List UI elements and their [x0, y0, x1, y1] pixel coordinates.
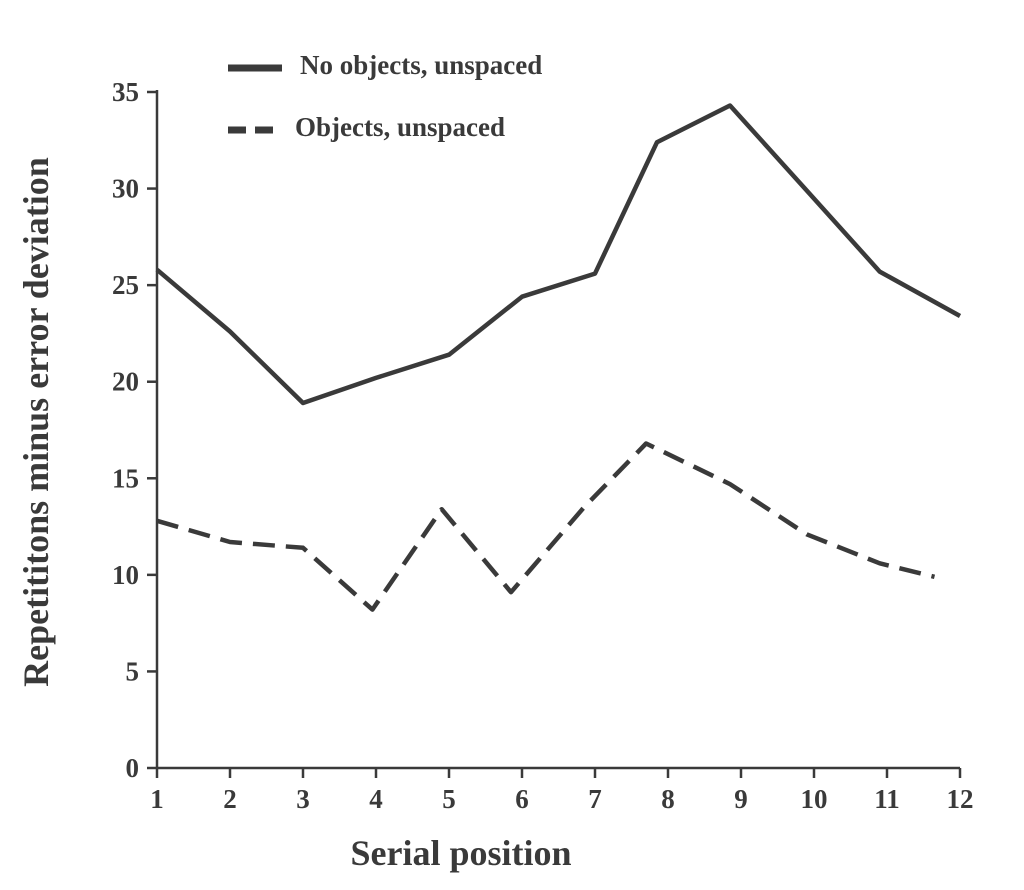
legend: No objects, unspaced Objects, unspaced [228, 50, 542, 142]
series-line-1 [155, 103, 962, 406]
axes [155, 90, 960, 770]
y-tick-label: 5 [126, 656, 140, 686]
x-tick-label: 10 [801, 784, 828, 814]
y-tick-label: 30 [112, 174, 139, 204]
y-tick-label: 0 [126, 753, 140, 783]
series-lines [155, 103, 962, 612]
y-tick-label: 15 [112, 463, 139, 493]
legend-label-1: No objects, unspaced [300, 50, 542, 80]
x-tick-label: 11 [874, 784, 900, 814]
legend-label-2: Objects, unspaced [295, 112, 505, 142]
series-line-2 [156, 441, 936, 612]
y-tick-label: 20 [112, 367, 139, 397]
y-tick-label: 35 [112, 77, 139, 107]
x-tick-label: 4 [369, 784, 383, 814]
y-axis-title: Repetititons minus error deviation [16, 157, 56, 687]
x-tick-label: 3 [296, 784, 310, 814]
x-tick-label: 12 [947, 784, 974, 814]
y-tick-label: 10 [112, 560, 139, 590]
x-tick-label: 6 [515, 784, 529, 814]
x-axis-title: Serial position [350, 833, 571, 873]
x-tick-label: 9 [734, 784, 748, 814]
x-tick-label: 1 [150, 784, 164, 814]
x-tick-label: 2 [223, 784, 237, 814]
x-tick-label: 5 [442, 784, 456, 814]
y-tick-label: 25 [112, 270, 139, 300]
x-tick-label: 8 [661, 784, 675, 814]
x-tick-label: 7 [588, 784, 602, 814]
